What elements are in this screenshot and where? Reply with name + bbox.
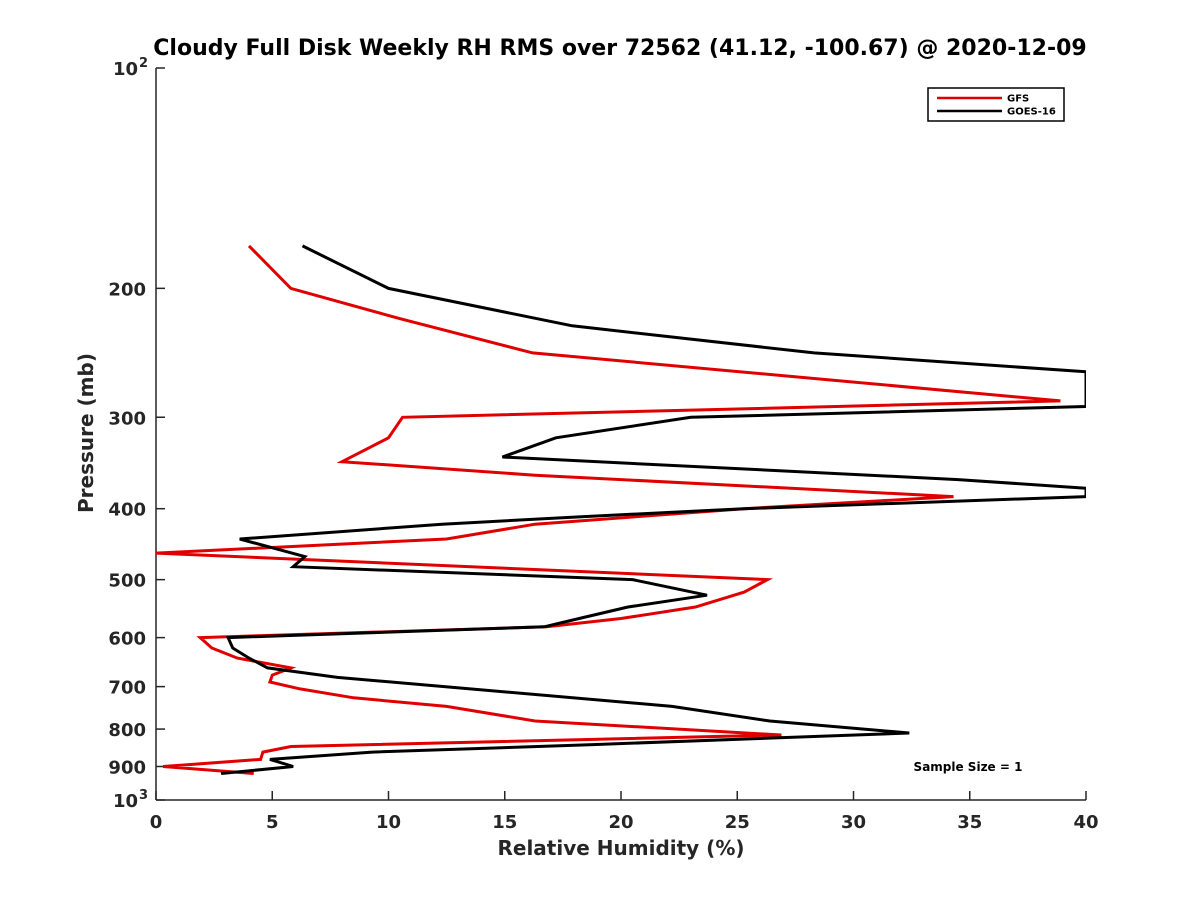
y-tick-label: 200 <box>108 279 146 300</box>
x-axis-label: Relative Humidity (%) <box>497 836 744 860</box>
chart-title: Cloudy Full Disk Weekly RH RMS over 7256… <box>153 36 1086 61</box>
legend-label: GOES-16 <box>1007 107 1056 118</box>
y-tick-label: 600 <box>108 629 146 650</box>
legend-label: GFS <box>1007 94 1029 105</box>
x-tick-label: 40 <box>1073 812 1098 833</box>
x-tick-label: 5 <box>266 812 279 833</box>
series-group <box>156 244 1086 775</box>
series-line-gfs <box>156 244 1061 775</box>
y-tick-label: 900 <box>108 758 146 779</box>
y-tick-label: 500 <box>108 571 146 592</box>
x-tick-label: 30 <box>841 812 866 833</box>
y-axis-label: Pressure (mb) <box>74 353 98 513</box>
y-tick-label: 800 <box>108 720 146 741</box>
legend-box <box>927 87 1065 122</box>
y-tick-label: 700 <box>108 678 146 699</box>
y-tick-label: 10 <box>113 791 138 812</box>
axes <box>155 68 1086 801</box>
x-tick-label: 35 <box>957 812 982 833</box>
sample-size-annotation: Sample Size = 1 <box>914 760 1023 774</box>
y-tick-label: 300 <box>108 408 146 429</box>
x-tick-label: 15 <box>492 812 517 833</box>
y-tick-label: 400 <box>108 500 146 521</box>
x-tick-label: 25 <box>725 812 750 833</box>
x-tick-label: 20 <box>608 812 633 833</box>
legend: GFS GOES-16 <box>927 87 1065 122</box>
x-ticks: 0 5 10 15 20 25 30 35 40 <box>150 791 1099 833</box>
x-tick-label: 0 <box>150 812 163 833</box>
y-tick-label: 10 <box>113 59 138 80</box>
y-tick-exponent: 3 <box>139 788 148 803</box>
series-line-goes-16 <box>220 244 1086 775</box>
x-tick-label: 10 <box>376 812 401 833</box>
y-tick-exponent: 2 <box>139 56 148 71</box>
